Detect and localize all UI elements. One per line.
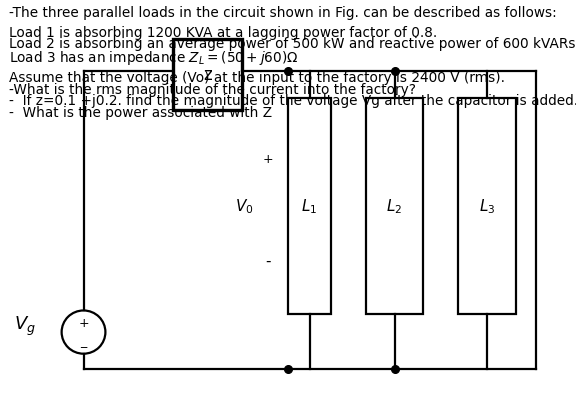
Text: $V_g$: $V_g$ [14,314,36,338]
Text: Load 3 has an impedance $Z_L = (50 + j60)\Omega$: Load 3 has an impedance $Z_L = (50 + j60… [9,49,298,67]
Text: z: z [203,66,212,84]
Text: -: - [265,254,271,269]
Text: -What is the rms magnitude of the current into the factory?: -What is the rms magnitude of the curren… [9,83,416,97]
Text: _: _ [81,335,86,348]
Text: $L_1$: $L_1$ [301,197,318,216]
Bar [366,98,423,314]
Text: Load 2 is absorbing an average power of 500 kW and reactive power of 600 kVARs;: Load 2 is absorbing an average power of … [9,37,576,51]
Text: +: + [263,152,273,166]
Bar [458,98,516,314]
Text: +: + [78,318,89,331]
Bar [173,39,242,110]
Text: $L_3$: $L_3$ [479,197,495,216]
Text: -  If z=0.1 +j0.2. find the magnitude of the voltage Vg after the capacitor is a: - If z=0.1 +j0.2. find the magnitude of … [9,94,576,108]
Bar [288,98,331,314]
Text: -  What is the power associated with Z: - What is the power associated with Z [9,106,272,120]
Text: Load 1 is absorbing 1200 KVA at a lagging power factor of 0.8.: Load 1 is absorbing 1200 KVA at a laggin… [9,26,437,40]
Text: -The three parallel loads in the circuit shown in Fig. can be described as follo: -The three parallel loads in the circuit… [9,6,556,20]
Text: $L_2$: $L_2$ [386,197,403,216]
Text: Assume that the voltage (Vo) at the input to the factory is 2400 V (rms).: Assume that the voltage (Vo) at the inpu… [9,71,505,85]
Text: $V_0$: $V_0$ [235,197,253,216]
